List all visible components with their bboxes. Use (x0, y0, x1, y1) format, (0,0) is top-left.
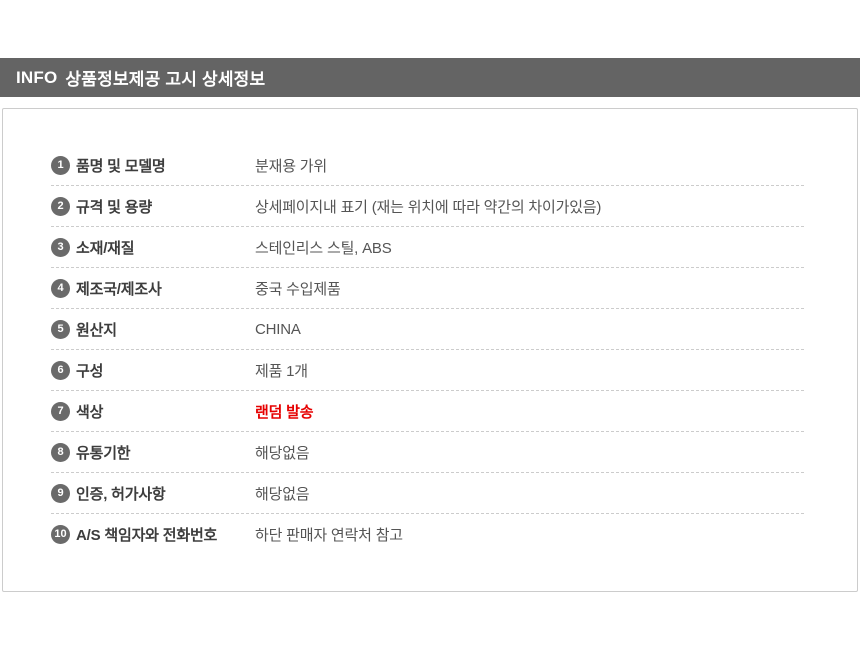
row-value: 스테인리스 스틸, ABS (255, 239, 392, 257)
row-label: 소재/재질 (76, 239, 135, 257)
row-label: 제조국/제조사 (76, 280, 162, 298)
row-value: 제품 1개 (255, 362, 308, 380)
row-value: 해당없음 (255, 485, 310, 503)
info-row-size-capacity: 2 규격 및 용량 상세페이지내 표기 (재는 위치에 따라 약간의 차이가있음… (51, 186, 804, 227)
row-number-badge: 6 (51, 360, 70, 380)
row-value: 하단 판매자 연락처 참고 (255, 527, 403, 544)
row-number-badge: 10 (51, 525, 70, 544)
row-label: 인증, 허가사항 (76, 485, 166, 503)
info-row-certification: 9 인증, 허가사항 해당없음 (51, 473, 804, 514)
info-row-origin: 5 원산지 CHINA (51, 309, 804, 350)
row-label: 품명 및 모델명 (76, 157, 166, 175)
info-row-product-name: 1 품명 및 모델명 분재용 가위 (51, 145, 804, 186)
info-row-expiration: 8 유통기한 해당없음 (51, 432, 804, 473)
row-value: CHINA (255, 320, 301, 338)
info-row-composition: 6 구성 제품 1개 (51, 350, 804, 391)
page: INFO 상품정보제공 고시 상세정보 1 품명 및 모델명 분재용 가위 2 … (0, 58, 860, 653)
info-row-as-contact: 10 A/S 책임자와 전화번호 하단 판매자 연락처 참고 (51, 514, 804, 555)
row-value: 중국 수입제품 (255, 280, 341, 298)
row-label: 구성 (76, 362, 104, 380)
row-value: 해당없음 (255, 444, 310, 462)
row-number-badge: 5 (51, 319, 70, 339)
info-row-color: 7 색상 랜덤 발송 (51, 391, 804, 432)
row-number-badge: 7 (51, 401, 70, 421)
row-number-badge: 4 (51, 278, 70, 298)
row-value: 상세페이지내 표기 (재는 위치에 따라 약간의 차이가있음) (255, 198, 602, 216)
row-label: 색상 (76, 403, 104, 421)
row-number-badge: 1 (51, 155, 70, 175)
row-label: 규격 및 용량 (76, 198, 152, 216)
info-row-material: 3 소재/재질 스테인리스 스틸, ABS (51, 227, 804, 268)
row-label: 유통기한 (76, 444, 131, 462)
row-number-badge: 9 (51, 483, 70, 503)
product-info-table: 1 품명 및 모델명 분재용 가위 2 규격 및 용량 상세페이지내 표기 (재… (2, 108, 858, 592)
row-value-highlighted: 랜덤 발송 (255, 403, 314, 421)
row-label: A/S 책임자와 전화번호 (76, 527, 218, 544)
info-row-manufacturer: 4 제조국/제조사 중국 수입제품 (51, 268, 804, 309)
row-value: 분재용 가위 (255, 157, 327, 175)
page-title: 상품정보제공 고시 상세정보 (65, 70, 266, 89)
row-label: 원산지 (76, 321, 117, 339)
row-number-badge: 3 (51, 237, 70, 257)
row-number-badge: 8 (51, 442, 70, 462)
row-number-badge: 2 (51, 196, 70, 216)
info-header-prefix: INFO (16, 67, 58, 87)
info-header-bar: INFO 상품정보제공 고시 상세정보 (0, 58, 860, 97)
